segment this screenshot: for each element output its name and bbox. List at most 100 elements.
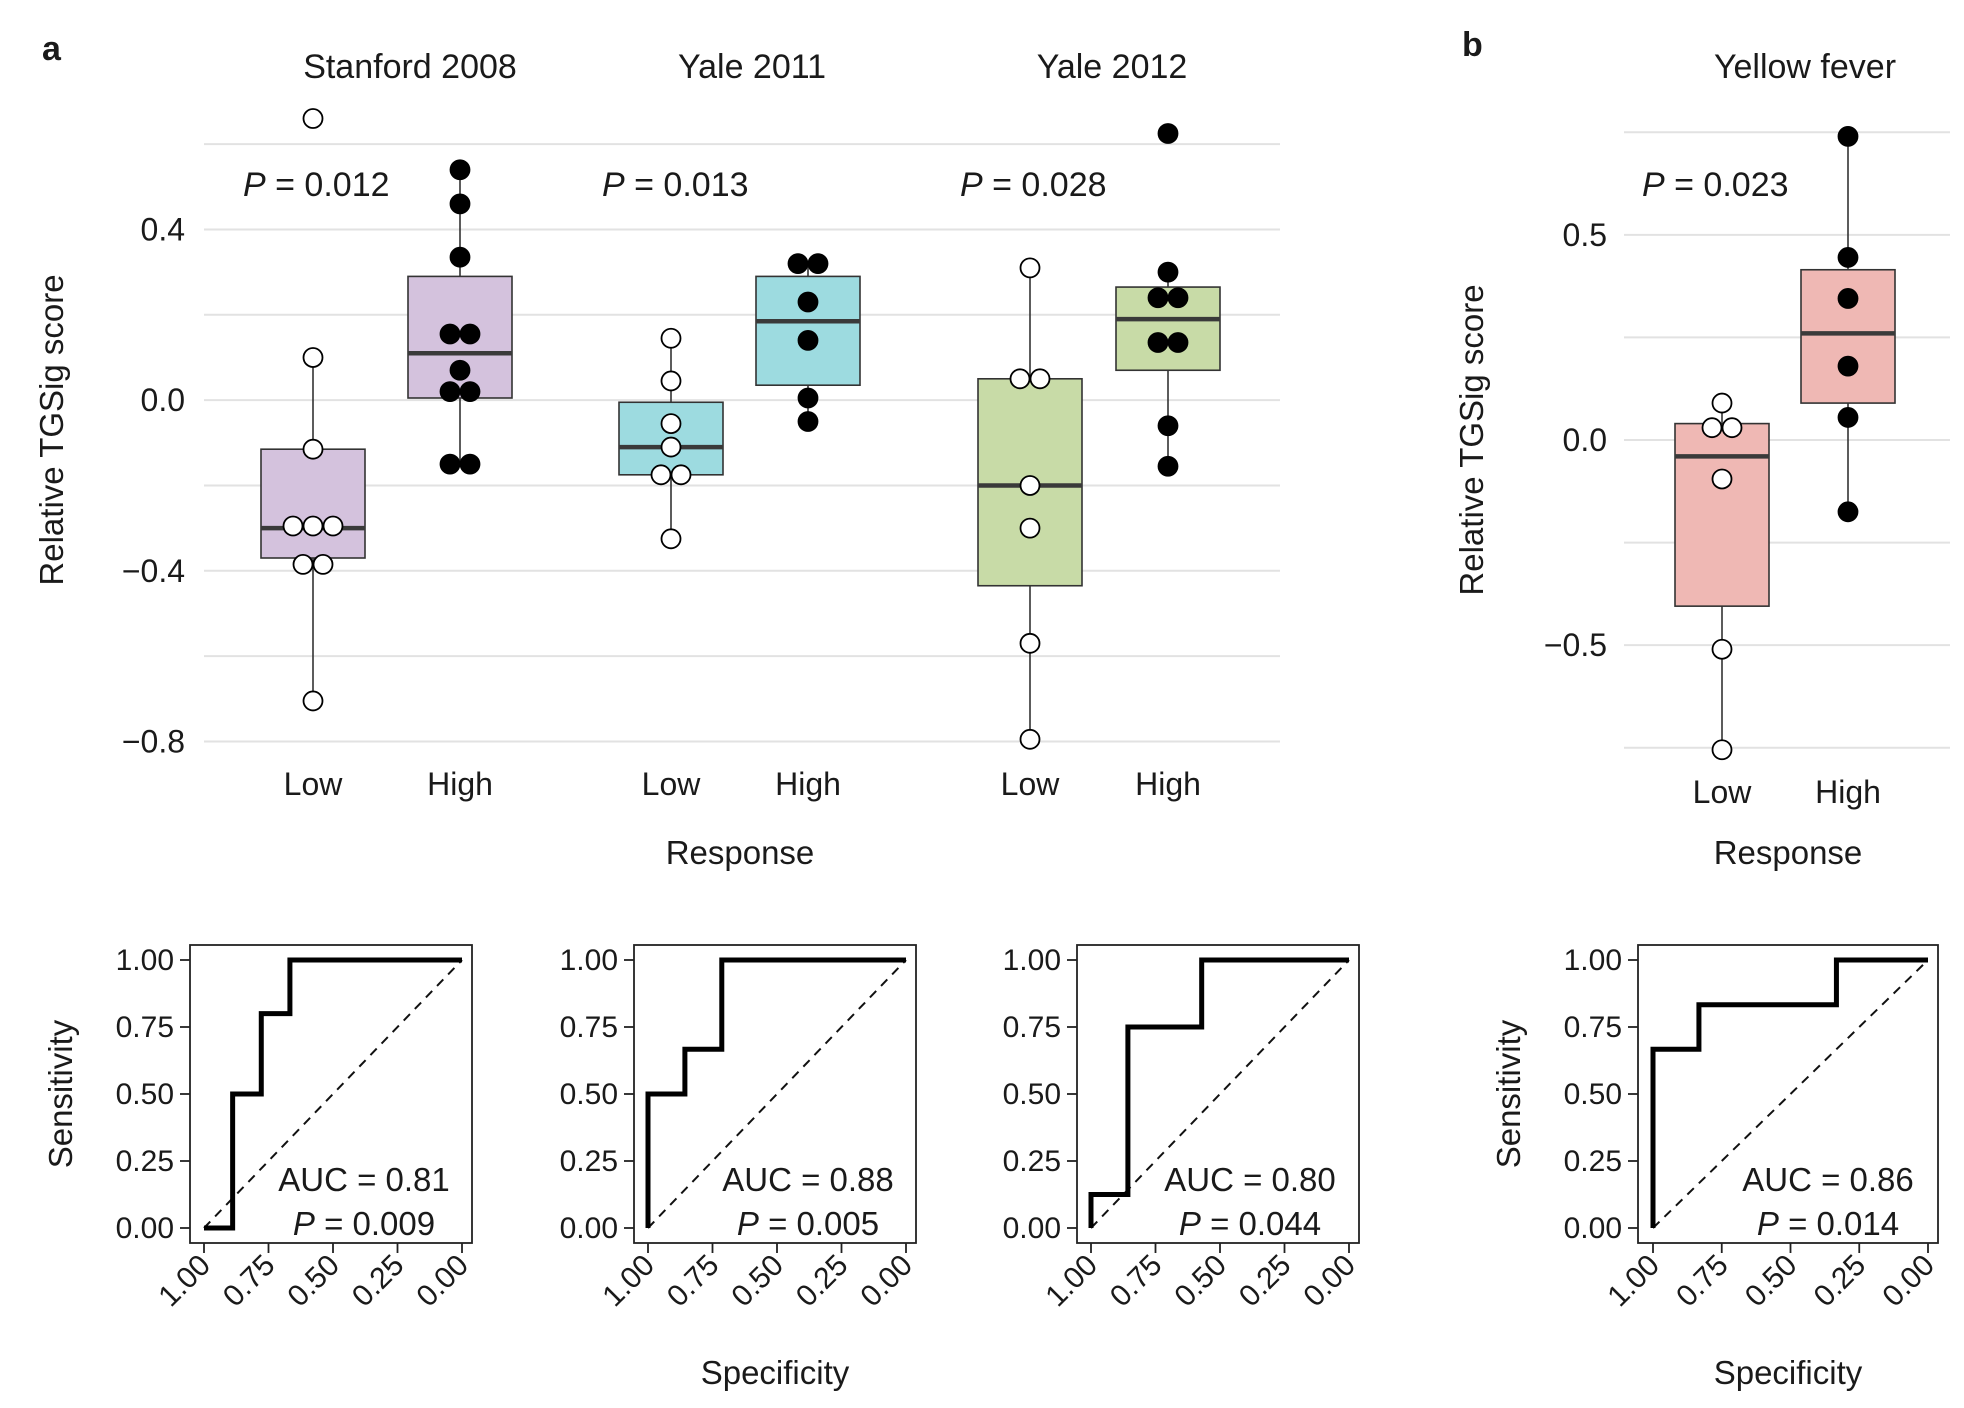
p-value-label-value: = 0.023 <box>1665 166 1789 204</box>
data-point-filled <box>1157 415 1179 437</box>
y-tick-label: 1.00 <box>1003 944 1061 977</box>
p-value-label: P = 0.028 <box>960 166 1107 204</box>
y-tick-label: −0.5 <box>1544 627 1607 663</box>
x-tick-label: 0.75 <box>1104 1249 1169 1314</box>
y-tick-label: 0.0 <box>1563 422 1607 458</box>
p-value-label-value: = 0.028 <box>983 166 1107 204</box>
data-point-open <box>1711 392 1733 414</box>
data-point-filled <box>1837 501 1859 523</box>
roc-p-value: P = 0.009 <box>293 1205 435 1242</box>
x-tick-label: 0.00 <box>1876 1249 1941 1314</box>
data-point-open <box>1711 468 1733 490</box>
group-title: Yale 2011 <box>678 48 826 86</box>
x-category-label: High <box>775 766 841 802</box>
x-category-label: Low <box>284 766 344 802</box>
x-tick-label: 0.00 <box>854 1249 919 1314</box>
data-point-filled <box>1837 407 1859 428</box>
p-value-label: P = 0.023 <box>1642 166 1789 204</box>
data-point-filled <box>439 453 461 475</box>
data-point-filled <box>1157 123 1179 144</box>
data-point-filled <box>1837 355 1859 377</box>
data-point-open <box>292 554 314 575</box>
auc-label: AUC = 0.88 <box>722 1161 894 1198</box>
data-point-open <box>1701 417 1723 439</box>
x-category-label: High <box>427 766 493 802</box>
data-point-filled <box>449 246 471 268</box>
data-point-open <box>1009 368 1031 390</box>
roc-curve <box>1650 957 1928 1228</box>
x-axis-label: Specificity <box>1714 1354 1863 1391</box>
data-point-filled <box>1147 332 1169 353</box>
auc-label: AUC = 0.86 <box>1742 1161 1914 1198</box>
roc-frame <box>1637 944 1939 1244</box>
box <box>1115 286 1221 372</box>
data-point-open <box>322 515 344 537</box>
y-tick-label: 1.00 <box>560 944 618 977</box>
x-tick-label: 0.25 <box>1233 1249 1298 1314</box>
roc-reference-diagonal <box>1090 959 1350 1229</box>
x-category-label: High <box>1135 766 1201 802</box>
box <box>260 448 366 559</box>
y-tick-label: 1.00 <box>116 944 174 977</box>
data-point-filled <box>1167 287 1189 309</box>
p-value-label-letter: P <box>1642 166 1665 204</box>
x-tick-label: 1.00 <box>1601 1249 1666 1314</box>
data-point-open <box>1019 517 1041 539</box>
data-point-open <box>660 528 682 550</box>
roc-curve <box>645 957 906 1228</box>
roc-p-value-value: = 0.009 <box>315 1205 435 1242</box>
x-tick-label: 0.00 <box>410 1249 475 1314</box>
data-point-filled <box>449 359 471 381</box>
roc-p-value-value: = 0.044 <box>1201 1205 1321 1242</box>
x-category-label: Low <box>642 766 702 802</box>
roc-reference-diagonal <box>203 959 463 1229</box>
data-point-open <box>1711 739 1733 761</box>
y-tick-label: 0.75 <box>116 1011 174 1044</box>
data-point-open <box>660 436 682 458</box>
data-point-filled <box>797 291 819 313</box>
data-point-filled <box>449 193 471 215</box>
data-point-filled <box>1157 455 1179 477</box>
y-tick-label: 0.50 <box>1003 1078 1061 1111</box>
data-point-filled <box>797 411 819 432</box>
data-point-filled <box>439 381 461 403</box>
y-tick-label: 0.00 <box>116 1212 174 1245</box>
auc-label: AUC = 0.80 <box>1164 1161 1336 1198</box>
x-tick-label: 0.75 <box>1670 1249 1735 1314</box>
data-point-filled <box>797 329 819 351</box>
data-point-open <box>1019 728 1041 750</box>
roc-p-value: P = 0.005 <box>737 1205 879 1242</box>
panel-label-b: b <box>1462 26 1483 64</box>
p-value-label-value: = 0.012 <box>266 166 390 204</box>
group-title: Stanford 2008 <box>303 48 517 86</box>
data-point-open <box>312 554 334 575</box>
roc-p-value-letter: P <box>1757 1205 1779 1242</box>
y-tick-label: 0.00 <box>560 1212 618 1245</box>
data-point-filled <box>439 323 461 345</box>
data-point-filled <box>787 253 809 275</box>
roc-p-value: P = 0.044 <box>1179 1205 1321 1242</box>
x-tick-label: 0.50 <box>725 1249 790 1314</box>
roc-curve <box>204 957 462 1231</box>
data-point-open <box>650 464 672 486</box>
x-tick-label: 0.25 <box>346 1249 411 1314</box>
y-tick-label: 0.25 <box>116 1145 174 1178</box>
data-point-open <box>1029 368 1051 390</box>
x-tick-label: 0.50 <box>281 1249 346 1314</box>
data-point-open <box>1019 632 1041 654</box>
y-tick-label: 0.25 <box>1564 1145 1622 1178</box>
data-point-filled <box>1157 261 1179 283</box>
y-axis-label: Sensitivity <box>42 1019 79 1168</box>
y-axis-label: Sensitivity <box>1490 1019 1527 1168</box>
data-point-filled <box>459 323 481 345</box>
data-point-filled <box>459 381 481 403</box>
y-tick-label: −0.4 <box>122 553 185 589</box>
y-tick-label: 0.5 <box>1563 217 1607 253</box>
roc-reference-diagonal <box>647 959 907 1229</box>
data-point-filled <box>1837 126 1859 147</box>
p-value-label-letter: P <box>243 166 266 204</box>
x-tick-label: 0.25 <box>790 1249 855 1314</box>
roc-p-value-value: = 0.014 <box>1779 1205 1899 1242</box>
data-point-filled <box>1837 247 1859 268</box>
